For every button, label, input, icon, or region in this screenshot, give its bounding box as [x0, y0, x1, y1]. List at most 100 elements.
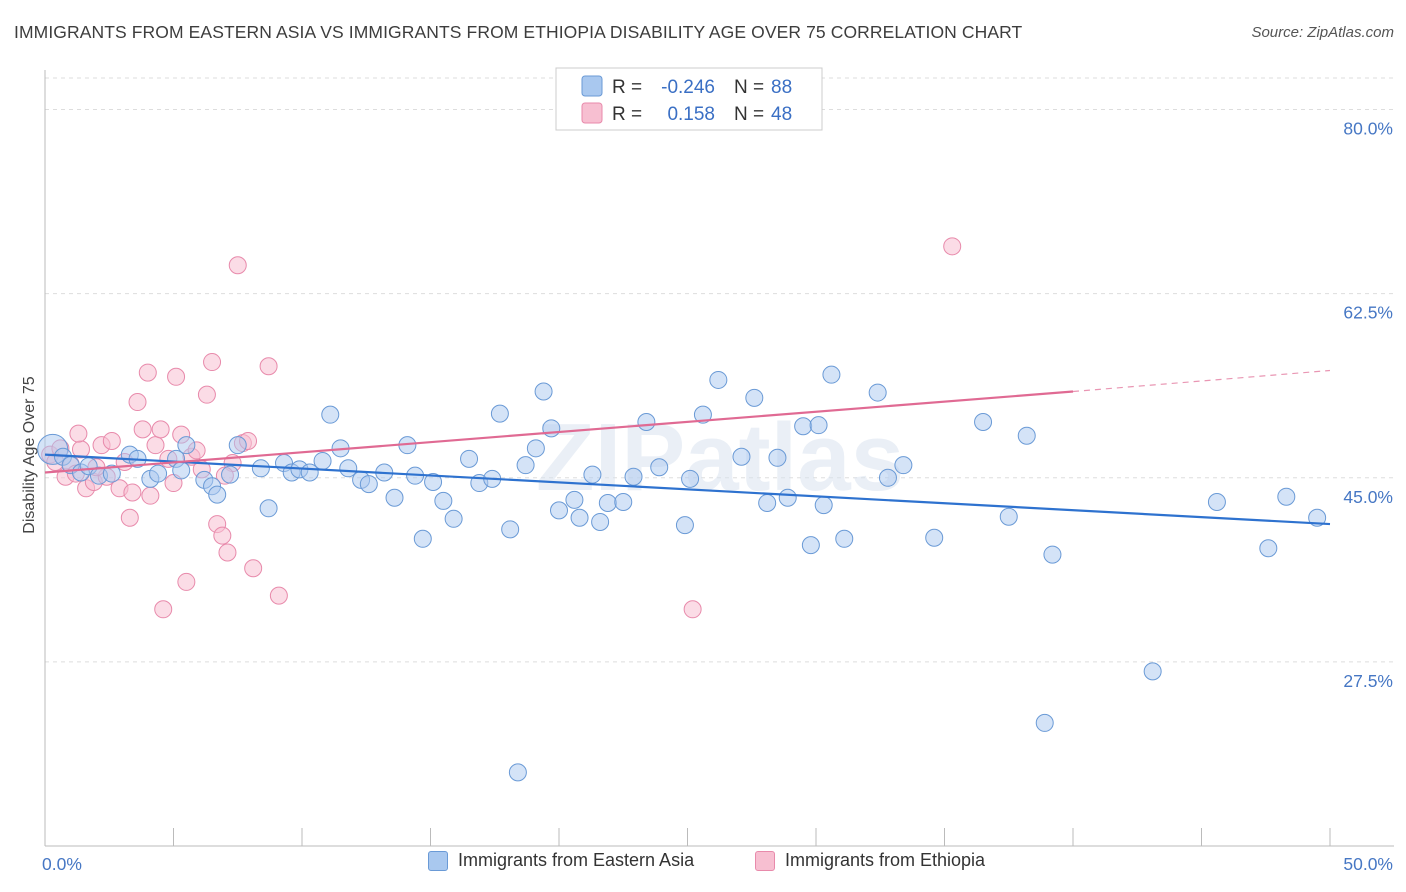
legend-label-ethiopia: Immigrants from Ethiopia [785, 850, 986, 870]
eastern-asia-point [598, 494, 617, 513]
eastern-asia-point [868, 383, 887, 402]
legend-r-value-1: -0.246 [661, 77, 715, 98]
legend-r-value-2: 0.158 [667, 104, 715, 125]
y-tick-label: 80.0% [1343, 119, 1393, 139]
eastern-asia-point [339, 459, 358, 478]
y-tick-label: 45.0% [1343, 487, 1393, 507]
eastern-asia-point [102, 464, 121, 483]
ethiopia-point [177, 572, 196, 591]
ethiopia-point [244, 559, 263, 578]
x-tick-labels: 0.0% 50.0% [42, 854, 1393, 874]
ethiopia-point [120, 508, 139, 527]
eastern-asia-point [460, 449, 479, 468]
ethiopia-point [197, 385, 216, 404]
series-legend: Immigrants from Eastern Asia Immigrants … [0, 850, 1406, 880]
eastern-asia-point [259, 499, 278, 518]
ethiopia-point [943, 237, 962, 256]
ethiopia-point [128, 393, 147, 412]
eastern-asia-point [359, 475, 378, 494]
eastern-asia-point [542, 419, 561, 438]
eastern-asia-point [1259, 539, 1278, 558]
eastern-asia-point [501, 520, 520, 539]
ethiopia-point [213, 526, 232, 545]
legend-swatch-eastern-asia [581, 75, 603, 97]
ethiopia-point [123, 483, 142, 502]
eastern-asia-point [974, 413, 993, 432]
eastern-asia-point [177, 436, 196, 455]
ethiopia-point [167, 367, 186, 386]
ethiopia-point [102, 431, 121, 450]
eastern-asia-point [614, 492, 633, 511]
stats-legend: R = -0.246 N = 88 R = 0.158 N = 48 [555, 67, 823, 131]
eastern-asia-point [745, 388, 764, 407]
eastern-asia-point [624, 467, 643, 486]
legend-n-label-1: N = [734, 77, 764, 98]
watermark: ZIPatlas [536, 404, 904, 511]
ethiopia-trend-line [44, 390, 1074, 474]
eastern-asia-point [758, 494, 777, 513]
eastern-asia-point [894, 456, 913, 475]
legend-n-value-1: 88 [771, 77, 792, 98]
eastern-asia-point [925, 528, 944, 547]
eastern-asia-point [534, 382, 553, 401]
eastern-asia-point [768, 448, 787, 467]
x-tick-label: 50.0% [1343, 854, 1393, 874]
legend-swatch-blue [428, 850, 448, 871]
ethiopia-point [269, 586, 288, 605]
ethiopia-point [154, 600, 173, 619]
eastern-asia-point [1207, 492, 1226, 511]
eastern-asia-point [637, 413, 656, 432]
chart-title: IMMIGRANTS FROM EASTERN ASIA VS IMMIGRAN… [14, 22, 1023, 42]
legend-r-label-1: R = [612, 77, 642, 98]
eastern-asia-point [675, 516, 694, 535]
eastern-asia-point [1035, 713, 1054, 732]
eastern-asia-point [444, 509, 463, 528]
legend-n-value-2: 48 [771, 104, 792, 125]
ethiopia-point [218, 543, 237, 562]
eastern-asia-point [1143, 662, 1162, 681]
eastern-asia-point [650, 458, 669, 477]
eastern-asia-point [709, 370, 728, 389]
ethiopia-trend-line-extension [1072, 369, 1331, 393]
eastern-asia-point [221, 465, 240, 484]
eastern-asia-point [809, 416, 828, 435]
y-tick-label: 62.5% [1343, 303, 1393, 323]
eastern-asia-point [172, 461, 191, 480]
eastern-asia-point [878, 468, 897, 487]
eastern-asia-point [822, 365, 841, 384]
eastern-asia-point [570, 508, 589, 527]
eastern-asia-point [321, 405, 340, 424]
eastern-asia-point [516, 456, 535, 475]
ethiopia-point [683, 600, 702, 619]
eastern-asia-point [999, 507, 1018, 526]
eastern-asia-point [149, 464, 168, 483]
legend-n-label-2: N = [734, 104, 764, 125]
eastern-asia-point [794, 417, 813, 436]
legend-item-eastern-asia: Immigrants from Eastern Asia [428, 850, 694, 871]
eastern-asia-point [228, 436, 247, 455]
ethiopia-point [228, 256, 247, 275]
eastern-asia-point [583, 465, 602, 484]
eastern-asia-point [251, 459, 270, 478]
eastern-asia-point [508, 763, 527, 782]
source-note: Source: ZipAtlas.com [1251, 24, 1394, 41]
eastern-asia-point [526, 439, 545, 458]
ethiopia-point [138, 363, 157, 382]
eastern-asia-point [814, 496, 833, 515]
eastern-asia-point [1017, 426, 1036, 445]
eastern-asia-point [550, 501, 568, 520]
ethiopia-point [151, 420, 170, 439]
ethiopia-point [141, 486, 160, 505]
eastern-asia-point [1043, 545, 1062, 564]
eastern-asia-point [413, 529, 432, 548]
eastern-asia-trend-line [44, 453, 1331, 526]
eastern-asia-point [424, 472, 443, 491]
y-tick-labels: 27.5% 45.0% 62.5% 80.0% [1343, 119, 1393, 691]
eastern-asia-point [434, 491, 453, 510]
ethiopia-point [259, 357, 278, 376]
y-axis-title: Disability Age Over 75 [21, 376, 38, 534]
ethiopia-point [146, 436, 165, 455]
eastern-asia-point [313, 451, 332, 470]
ethiopia-point [133, 420, 152, 439]
legend-item-ethiopia: Immigrants from Ethiopia [755, 850, 985, 871]
